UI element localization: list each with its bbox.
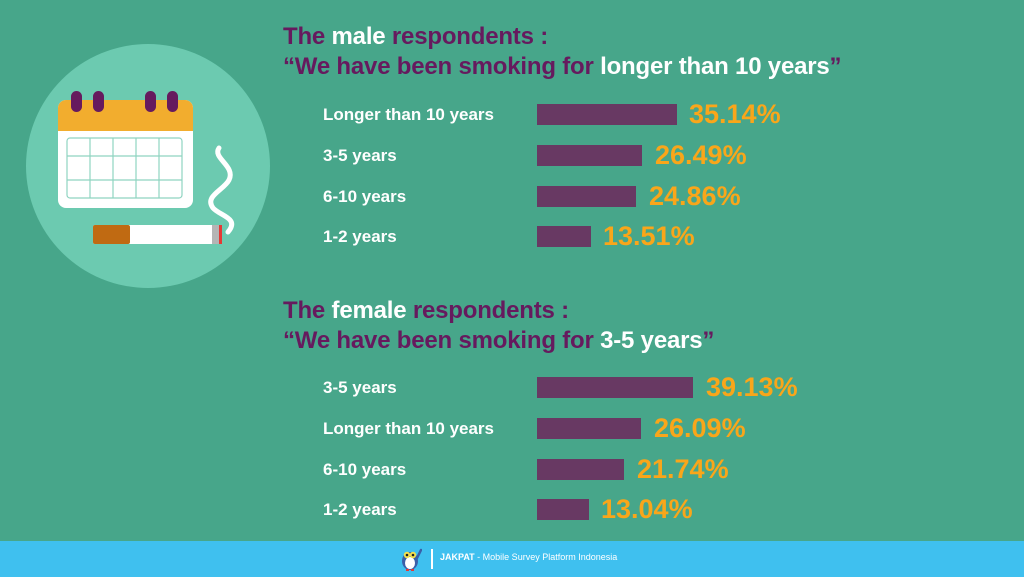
male-heading-line1: The male respondents :: [283, 23, 549, 50]
male-answer-highlight: longer than 10 years: [600, 53, 830, 80]
row-label: 1-2 years: [323, 227, 397, 246]
bar: [537, 459, 624, 480]
row-label: Longer than 10 years: [323, 105, 495, 124]
row-label: 3-5 years: [323, 378, 397, 397]
percent-value: 26.49%: [655, 140, 747, 170]
female-row: Longer than 10 years 26.09%: [0, 413, 1024, 443]
bar: [537, 499, 589, 520]
cigarette-icon: [93, 225, 222, 244]
female-answer-highlight: 3-5 years: [600, 327, 703, 354]
bar: [537, 145, 642, 166]
male-row: 6-10 years 24.86%: [0, 181, 1024, 211]
male-row: 1-2 years 13.51%: [0, 221, 1024, 251]
male-highlight: male: [331, 23, 386, 50]
bar: [537, 186, 636, 207]
bar: [537, 226, 591, 247]
owl-mascot-icon: [402, 548, 422, 571]
male-row: 3-5 years 26.49%: [0, 140, 1024, 170]
footer-divider: [431, 549, 433, 569]
calendar-icon: [58, 91, 193, 208]
female-heading: The female respondents : “We have been s…: [283, 296, 714, 356]
bar: [537, 418, 641, 439]
percent-value: 13.51%: [603, 221, 695, 251]
male-row: Longer than 10 years 35.14%: [0, 99, 1024, 129]
percent-value: 13.04%: [601, 494, 693, 524]
illustration: [58, 91, 235, 244]
female-heading-line2: “We have been smoking for 3-5 years”: [283, 327, 715, 354]
male-heading-line2: “We have been smoking for longer than 10…: [283, 53, 842, 80]
percent-value: 21.74%: [637, 454, 729, 484]
tagline: Mobile Survey Platform Indonesia: [482, 552, 618, 562]
brand-name: JAKPAT: [440, 552, 475, 562]
footer-bar: JAKPAT - Mobile Survey Platform Indonesi…: [0, 541, 1024, 577]
row-label: 1-2 years: [323, 500, 397, 519]
female-highlight: female: [331, 297, 407, 324]
percent-value: 35.14%: [689, 99, 781, 129]
female-heading-line1: The female respondents :: [283, 297, 569, 324]
bar: [537, 377, 693, 398]
row-label: Longer than 10 years: [323, 419, 495, 438]
row-label: 6-10 years: [323, 460, 407, 479]
row-label: 3-5 years: [323, 146, 397, 165]
smoke-icon: [208, 145, 235, 235]
female-row: 1-2 years 13.04%: [0, 494, 1024, 524]
row-label: 6-10 years: [323, 187, 407, 206]
female-row: 3-5 years 39.13%: [0, 372, 1024, 402]
percent-value: 24.86%: [649, 181, 741, 211]
male-heading: The male respondents : “We have been smo…: [283, 22, 842, 82]
bar: [537, 104, 677, 125]
female-row: 6-10 years 21.74%: [0, 454, 1024, 484]
footer-text: JAKPAT - Mobile Survey Platform Indonesi…: [440, 552, 618, 562]
percent-value: 39.13%: [706, 372, 798, 402]
percent-value: 26.09%: [654, 413, 746, 443]
